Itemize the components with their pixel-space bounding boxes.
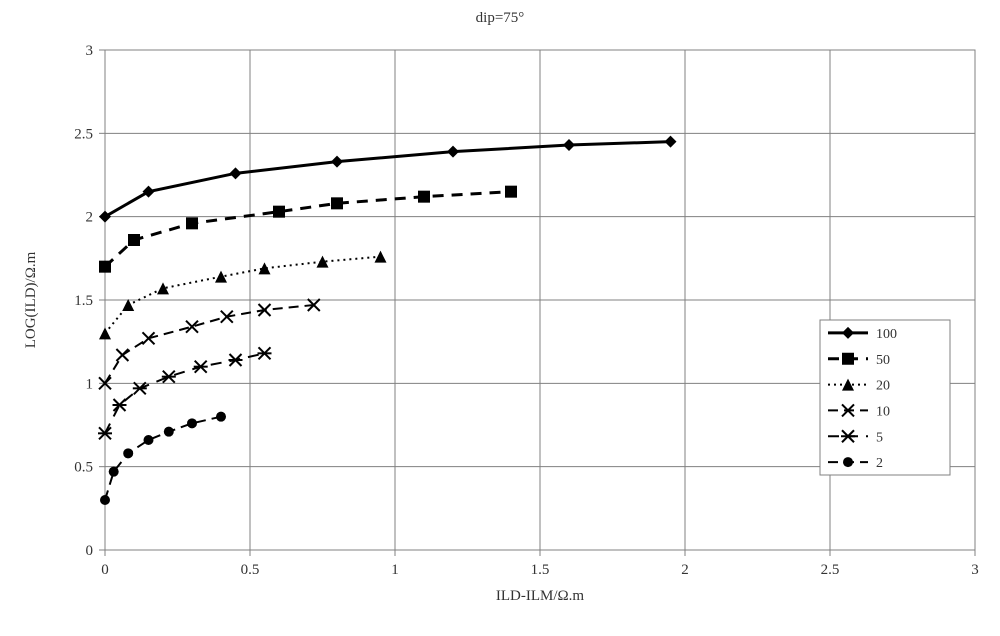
y-tick-label: 1	[86, 376, 94, 392]
legend-label: 100	[876, 327, 897, 342]
chart-title: dip=75°	[476, 10, 525, 26]
y-tick-label: 1.5	[74, 293, 93, 309]
x-tick-label: 0.5	[241, 562, 260, 578]
y-tick-label: 0.5	[74, 460, 93, 476]
y-tick-label: 2	[86, 210, 94, 226]
y-tick-label: 3	[86, 43, 94, 59]
x-tick-label: 1.5	[531, 562, 550, 578]
y-axis-label: LOG(ILD)/Ω.m	[23, 251, 39, 348]
legend-label: 5	[876, 430, 883, 445]
chart-container: dip=75° 0 0.5 1 1.5 2 2.5 3 0 0.5 1 1.5 2 2.5 3 ILD-ILM…	[0, 0, 1000, 636]
x-tick-label: 3	[971, 562, 979, 578]
x-tick-label: 0	[101, 562, 109, 578]
legend-label: 2	[876, 456, 883, 471]
x-axis-label: ILD-ILM/Ω.m	[496, 588, 585, 604]
x-tick-label: 2.5	[821, 562, 840, 578]
y-tick-label: 0	[86, 543, 94, 559]
x-tick-label: 2	[681, 562, 689, 578]
y-tick-label: 2.5	[74, 126, 93, 142]
chart-svg: dip=75° 0 0.5 1 1.5 2 2.5 3 0 0.5 1 1.5 2 2.5 3 ILD-ILM…	[0, 0, 1000, 636]
x-tick-label: 1	[391, 562, 399, 578]
legend-label: 50	[876, 353, 890, 368]
legend-label: 10	[876, 404, 890, 419]
legend: 100 50 20 10 5 2	[820, 320, 950, 475]
legend-label: 20	[876, 379, 890, 394]
